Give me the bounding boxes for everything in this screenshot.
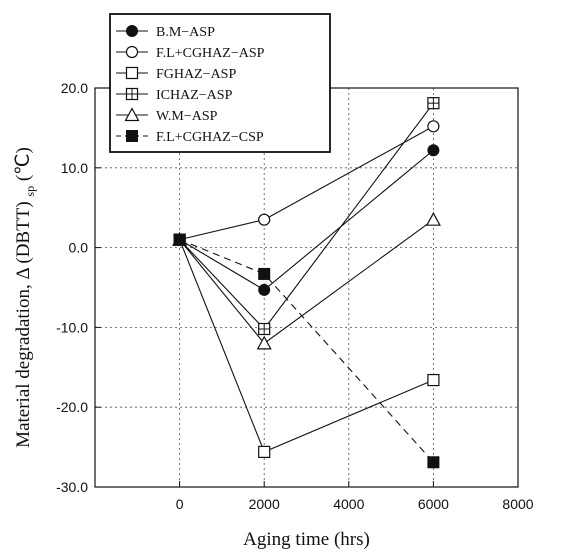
data-point [258,283,271,296]
data-point [427,373,440,387]
y-axis-title: Material degradation, Δ (DBTT) sp (℃) [13,147,39,448]
y-tick-label: -20.0 [56,399,88,415]
data-point [173,233,186,246]
y-tick-label: 10.0 [61,160,88,176]
y-axis-title-main: Material degradation, Δ (DBTT) [13,201,34,447]
legend-marker [126,25,138,37]
data-point [425,211,441,226]
y-axis: 20.0 10.0 0.0 -10.0 -20.0 -30.0 [56,80,101,495]
x-tick-label: 4000 [333,496,364,512]
legend-box [109,13,331,153]
legend-marker [125,87,139,101]
data-point [427,97,440,110]
legend-marker [125,66,139,80]
series-6 [173,233,440,469]
legend: B.M−ASP F.L+CGHAZ−ASP FGHAZ−ASP ICHAZ−ASP W.… [109,13,331,153]
series-line [179,239,434,463]
series-line [179,219,434,345]
x-tick-label: 0 [176,496,184,512]
legend-item: ICHAZ−ASP [116,87,233,103]
legend-label: W.M−ASP [156,109,218,124]
data-point [256,335,272,350]
legend-marker [126,130,138,142]
legend-label: ICHAZ−ASP [156,88,233,103]
series-1 [173,144,440,296]
data-point [258,322,271,336]
x-axis: 0 2000 4000 6000 8000 [94,481,534,512]
series-5 [172,211,441,350]
y-tick-label: -30.0 [56,479,88,495]
legend-item: F.L+CGHAZ−CSP [116,130,264,145]
legend-marker [125,45,139,59]
x-tick-label: 8000 [502,496,533,512]
legend-item: F.L+CGHAZ−ASP [116,45,265,61]
x-tick-label: 6000 [418,496,449,512]
series-line [179,239,434,453]
legend-label: FGHAZ−ASP [156,67,236,82]
legend-label: F.L+CGHAZ−ASP [156,46,265,61]
data-point [427,456,440,469]
legend-item: W.M−ASP [116,107,218,124]
data-point [427,144,440,157]
legend-item: B.M−ASP [116,25,215,40]
y-tick-label: 0.0 [69,240,89,256]
y-axis-title-subscript: sp [23,186,37,197]
legend-marker [124,107,140,122]
y-tick-label: 20.0 [61,80,88,96]
data-point [258,213,271,226]
series-layer [172,97,441,469]
y-axis-title-unit: (℃) [13,147,34,181]
x-axis-title: Aging time (hrs) [243,529,370,550]
legend-label: B.M−ASP [156,25,215,40]
legend-item: FGHAZ−ASP [116,66,236,82]
data-point [427,120,440,133]
data-point [258,267,271,280]
x-tick-label: 2000 [249,496,280,512]
y-tick-label: -10.0 [56,319,88,335]
data-point [258,445,271,458]
series-line [179,149,434,291]
legend-label: F.L+CGHAZ−CSP [156,130,264,145]
